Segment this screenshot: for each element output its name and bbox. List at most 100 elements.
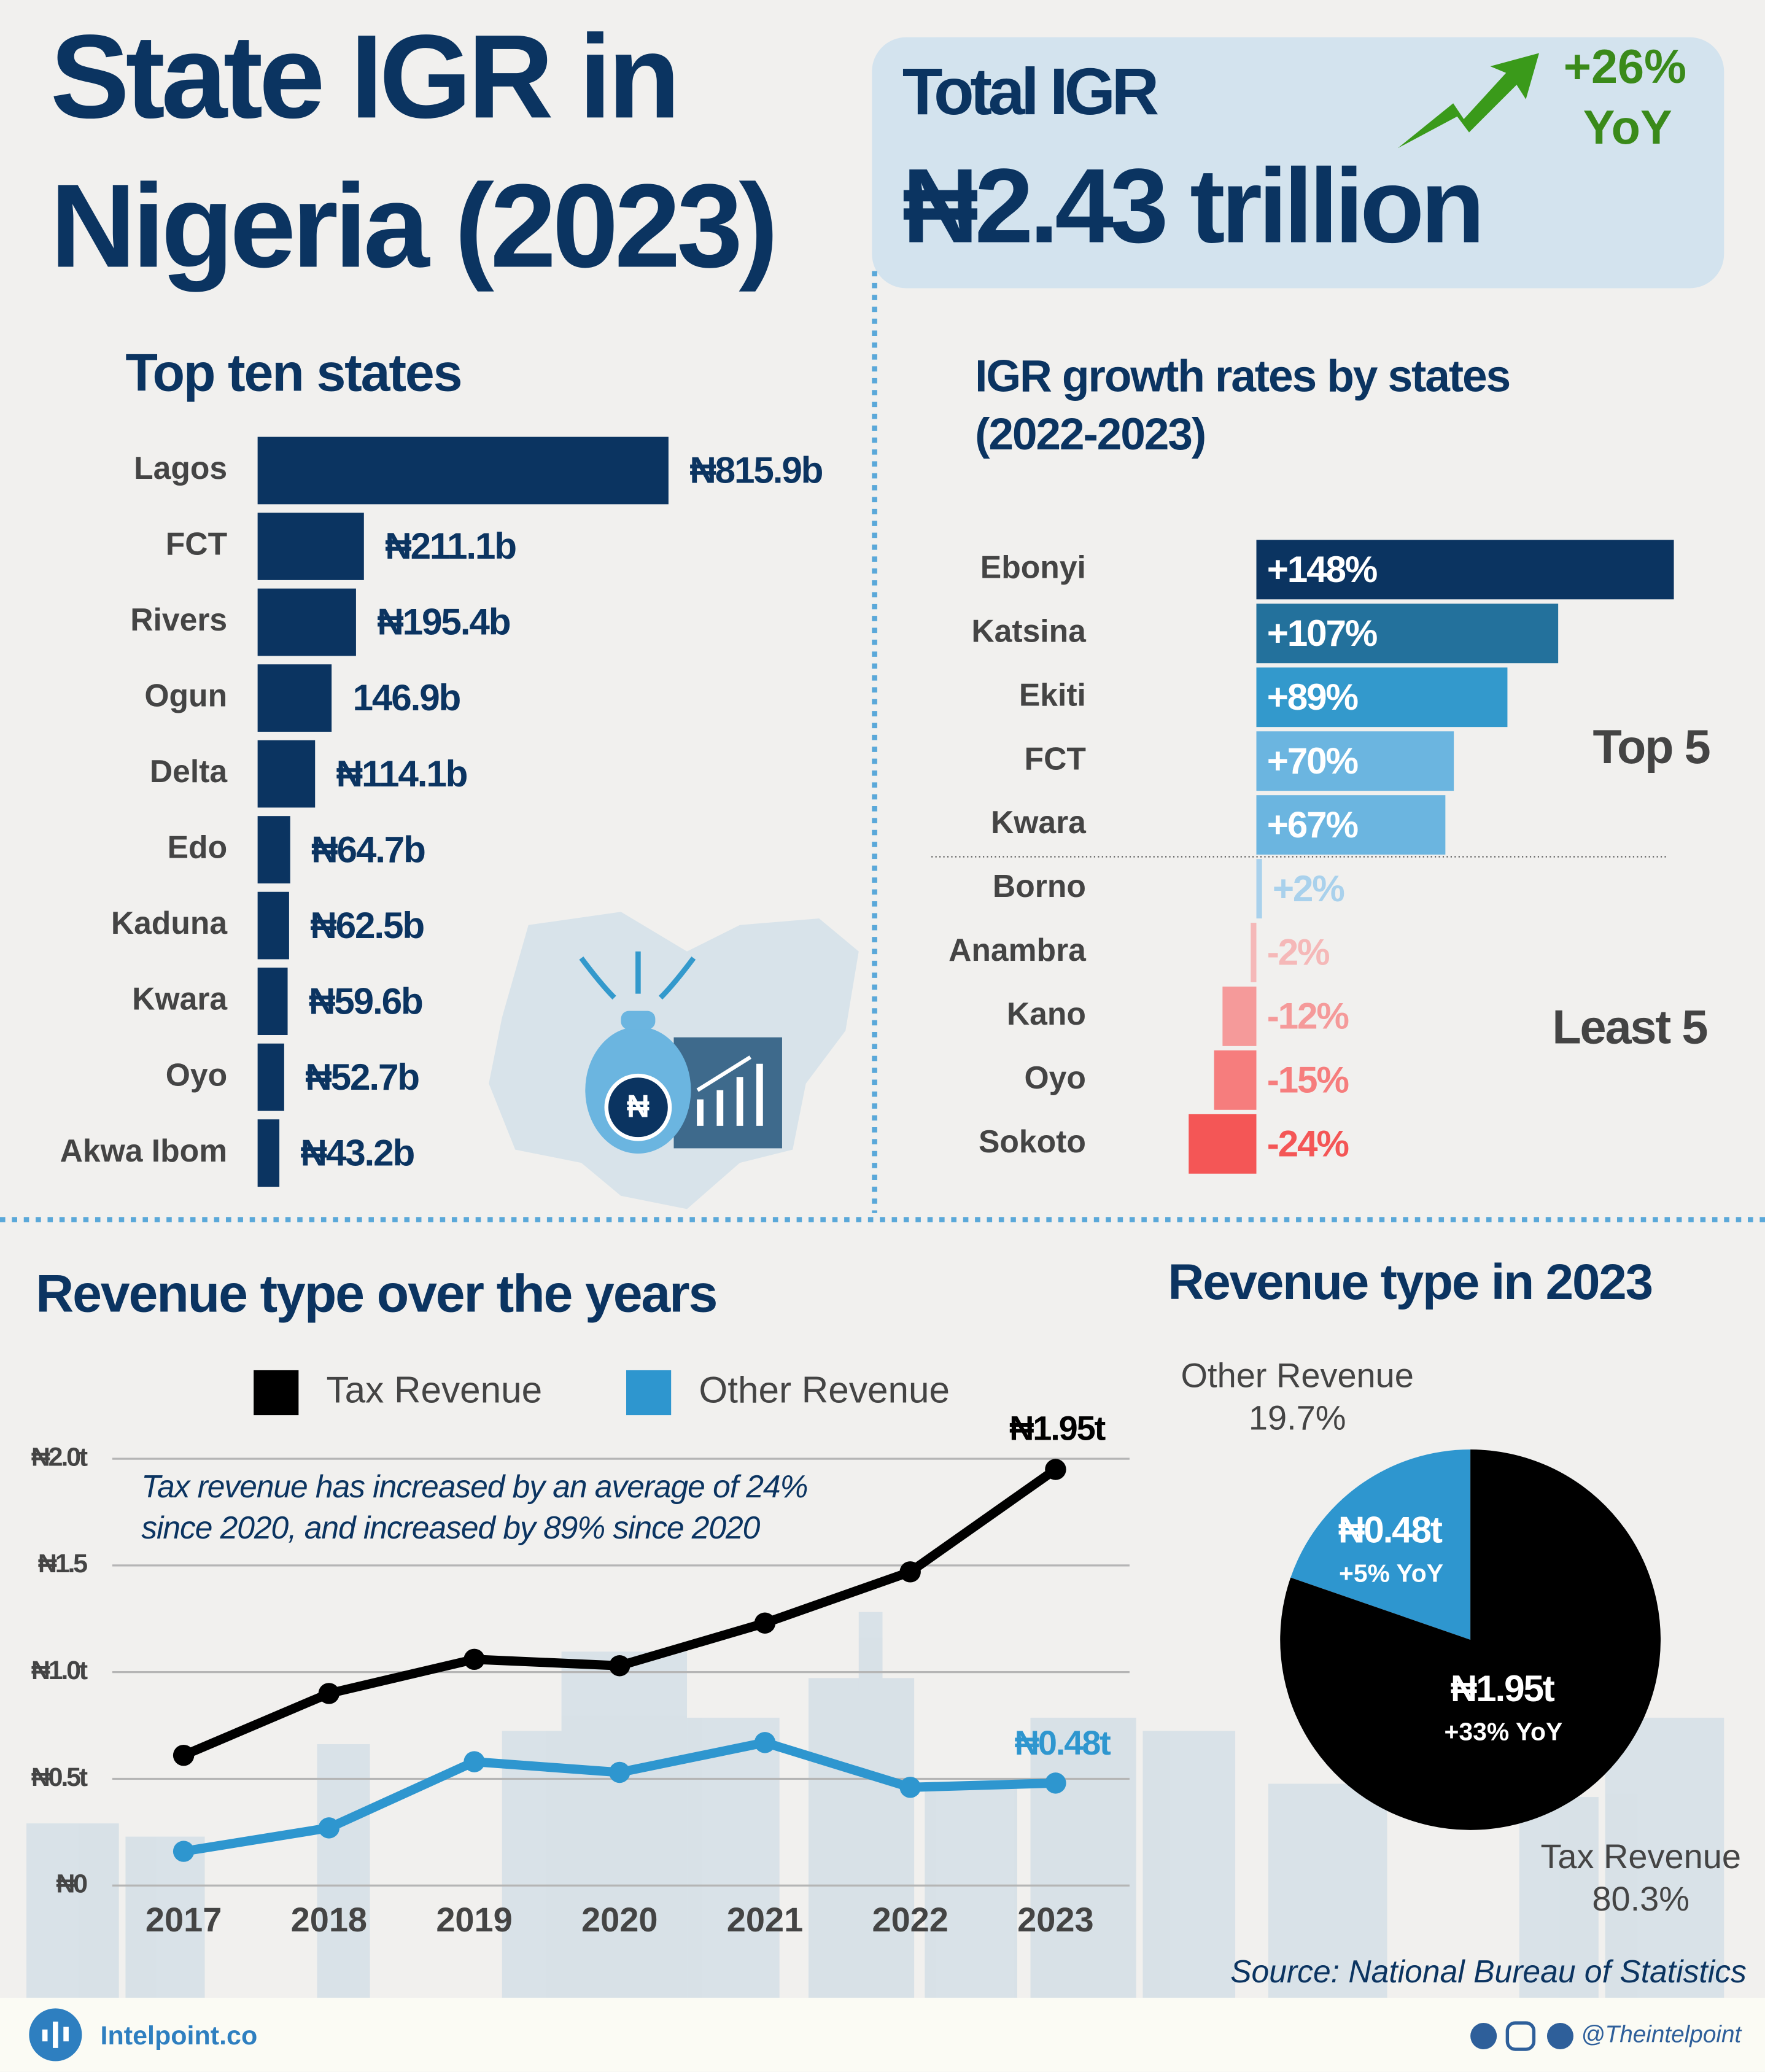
value-label: ₦211.1b [385, 525, 516, 567]
value-label: +89% [1267, 676, 1358, 718]
bar [257, 437, 669, 505]
category-label: Kano [1007, 996, 1086, 1031]
chart-title: Revenue type in 2023 [1168, 1254, 1652, 1310]
bar [257, 588, 356, 656]
value-label: ₦1.95t [1009, 1409, 1106, 1448]
category-label: Kaduna [111, 905, 228, 941]
category-label: Rivers [130, 602, 227, 637]
category-label: Edo [168, 829, 228, 865]
data-point [754, 1612, 776, 1634]
data-point [173, 1744, 195, 1766]
data-point [464, 1751, 485, 1772]
data-point [899, 1777, 921, 1798]
value-label: ₦59.6b [309, 980, 422, 1022]
category-label: Lagos [134, 450, 227, 486]
value-label: +107% [1267, 612, 1377, 654]
bar [1256, 859, 1262, 918]
growth-arrow [1397, 53, 1540, 149]
category-label: Kwara [132, 981, 228, 1017]
x-tick-label: 2022 [872, 1900, 948, 1939]
data-point [1045, 1772, 1066, 1794]
slice-label: ₦1.95t [1451, 1667, 1555, 1709]
value-label: ₦815.9b [689, 449, 822, 491]
category-label: Oyo [1024, 1060, 1085, 1095]
pie-slice [1280, 1449, 1661, 1830]
category-label: Ebonyi [980, 549, 1086, 585]
total-value: ₦2.43 trillion [902, 147, 1481, 265]
slice-label: ₦0.48t [1338, 1509, 1443, 1551]
value-label: ₦64.7b [311, 828, 425, 870]
data-point [318, 1817, 340, 1839]
title-line: State IGR in [50, 10, 677, 143]
title-line: Nigeria (2023) [50, 160, 775, 293]
pie-slice [1290, 1449, 1471, 1640]
annotation: Tax revenue has increased by an average … [141, 1469, 807, 1504]
chart-title: IGR growth rates by states [975, 351, 1510, 401]
value-label: 80.3% [1592, 1879, 1689, 1918]
brand[interactable]: Intelpoint.co [101, 2021, 258, 2051]
category-label: Anambra [948, 932, 1087, 968]
category-label: Akwa Ibom [60, 1133, 228, 1168]
bar [1251, 923, 1257, 982]
social-icons [1470, 2021, 1573, 2051]
data-point [173, 1841, 195, 1862]
footer-bar [0, 1998, 1765, 2072]
group-label: Top 5 [1593, 721, 1710, 774]
x-tick-label: 2018 [291, 1900, 367, 1939]
total-box [872, 37, 1724, 289]
growth-unit: YoY [1583, 101, 1672, 154]
y-tick-label: ₦0 [56, 1869, 87, 1899]
chart-title: Revenue type over the years [36, 1264, 716, 1323]
x-tick-label: 2017 [145, 1900, 222, 1939]
value-label: ₦62.5b [310, 904, 424, 946]
bar [1256, 795, 1446, 855]
bar [1222, 987, 1257, 1046]
y-tick-label: ₦0.5t [31, 1763, 88, 1792]
x-tick-label: 2020 [581, 1900, 658, 1939]
category-label: Delta [150, 753, 228, 789]
x-tick-label: 2023 [1017, 1900, 1093, 1939]
data-point [318, 1683, 340, 1704]
slice-note: +33% YoY [1445, 1718, 1563, 1746]
value-label: -2% [1267, 931, 1329, 973]
value-label: ₦0.48t [1015, 1723, 1111, 1762]
data-point [1045, 1459, 1066, 1480]
data-point [899, 1561, 921, 1583]
total-label: Total IGR [902, 55, 1158, 128]
value-label: -24% [1267, 1123, 1349, 1165]
category-label: Ekiti [1019, 677, 1086, 712]
data-point [609, 1655, 630, 1677]
slice-note: +5% YoY [1339, 1559, 1443, 1587]
legend-swatch [254, 1370, 299, 1416]
value-label: -15% [1267, 1059, 1349, 1101]
bar [1214, 1050, 1257, 1110]
value-label: ₦43.2b [300, 1131, 414, 1173]
bar [1256, 540, 1674, 600]
logo-mark [42, 2021, 69, 2048]
x-tick-label: 2019 [436, 1900, 512, 1939]
value-label: ₦195.4b [377, 601, 510, 643]
chart-title: (2022-2023) [975, 409, 1205, 459]
svg-text:₦: ₦ [627, 1088, 650, 1123]
growth-value: +26% [1564, 41, 1686, 93]
bar [257, 1119, 280, 1187]
bar [1189, 1114, 1257, 1174]
data-point [609, 1761, 630, 1783]
source: Source: National Bureau of Statistics [1230, 1954, 1747, 1989]
chart-title: Top ten states [125, 343, 461, 402]
value-label: +2% [1273, 867, 1344, 909]
value-label: ₦52.7b [305, 1056, 419, 1098]
skyline [26, 1612, 1724, 1998]
category-label: Other Revenue [1181, 1356, 1414, 1395]
handle[interactable]: @Theintelpoint [1581, 2022, 1742, 2048]
annotation: since 2020, and increased by 89% since 2… [141, 1510, 760, 1545]
bar [257, 513, 364, 580]
bar [1256, 603, 1559, 664]
legend-label: Tax Revenue [327, 1368, 543, 1410]
data-point [464, 1648, 485, 1670]
value-label: ₦114.1b [336, 753, 467, 794]
group-label: Least 5 [1552, 1001, 1707, 1053]
y-tick-label: ₦2.0t [31, 1442, 88, 1472]
